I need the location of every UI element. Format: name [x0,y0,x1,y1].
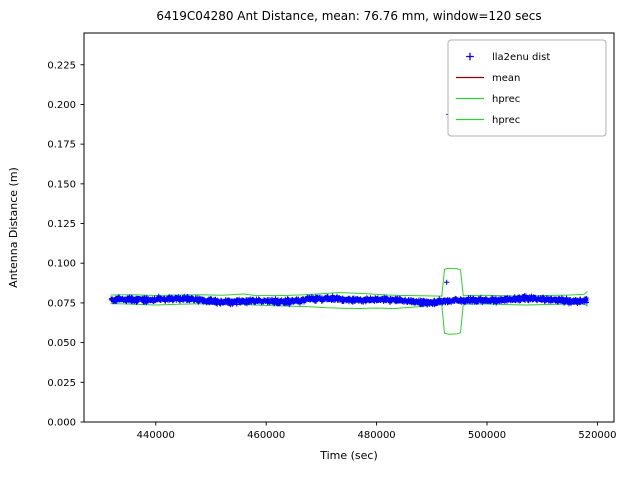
x-tick-label: 460000 [247,430,285,441]
y-tick-label: 0.075 [47,298,76,309]
y-tick-label: 0.200 [47,100,76,111]
y-tick-label: 0.225 [47,60,76,71]
y-tick-label: 0.050 [47,338,76,349]
y-tick-label: 0.025 [47,378,76,389]
legend-box [447,39,607,137]
legend-label: hprec [492,94,520,105]
y-tick-label: 0.175 [47,140,76,151]
lla2enu-dist-scatter [108,97,590,308]
legend-label: hprec [492,115,520,126]
x-tick-label: 520000 [578,430,616,441]
x-axis-label: Time (sec) [319,449,378,462]
y-tick-label: 0.000 [47,418,76,429]
chart-title: 6419C04280 Ant Distance, mean: 76.76 mm,… [156,9,541,23]
y-tick-label: 0.150 [47,179,76,190]
y-axis: 0.000 0.025 0.050 0.075 0.100 0.125 0.150 0.175… [47,60,84,429]
legend-label: mean [492,73,520,84]
y-tick-label: 0.125 [47,219,76,230]
x-tick-label: 500000 [468,430,506,441]
y-tick-label: 0.100 [47,259,76,270]
legend-marker-plus [466,52,474,61]
x-tick-label: 480000 [358,430,396,441]
x-axis: 440000 460000 480000 500000 520000 [137,422,617,441]
legend: lla2enu dist mean hprec hprec [447,39,607,137]
x-tick-label: 440000 [137,430,175,441]
y-axis-label: Antenna Distance (m) [7,167,20,288]
legend-label: lla2enu dist [492,52,550,63]
